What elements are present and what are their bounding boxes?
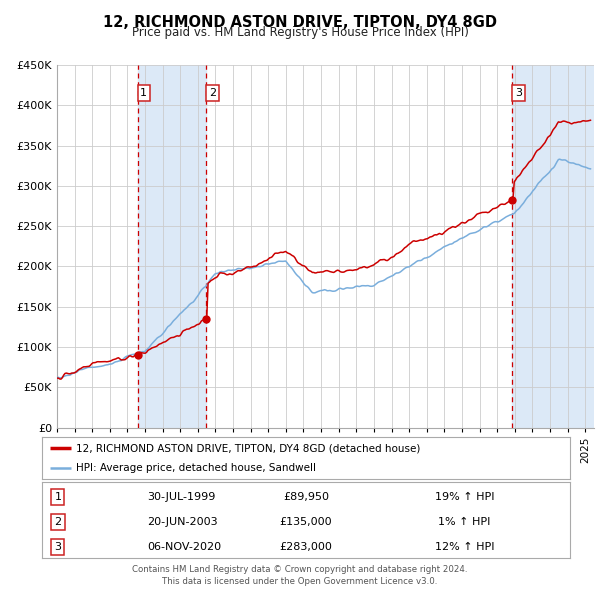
Text: 1: 1 bbox=[140, 88, 147, 98]
Bar bbox=[512, 65, 594, 428]
Text: Price paid vs. HM Land Registry's House Price Index (HPI): Price paid vs. HM Land Registry's House … bbox=[131, 26, 469, 39]
Text: 1: 1 bbox=[55, 492, 61, 502]
Text: £89,950: £89,950 bbox=[283, 492, 329, 502]
Text: Contains HM Land Registry data © Crown copyright and database right 2024.: Contains HM Land Registry data © Crown c… bbox=[132, 565, 468, 574]
Text: 1% ↑ HPI: 1% ↑ HPI bbox=[438, 517, 491, 527]
Text: £283,000: £283,000 bbox=[280, 542, 332, 552]
Bar bbox=[137, 65, 206, 428]
Text: 3: 3 bbox=[515, 88, 522, 98]
Text: 3: 3 bbox=[55, 542, 61, 552]
Text: HPI: Average price, detached house, Sandwell: HPI: Average price, detached house, Sand… bbox=[76, 463, 316, 473]
Text: £135,000: £135,000 bbox=[280, 517, 332, 527]
Text: This data is licensed under the Open Government Licence v3.0.: This data is licensed under the Open Gov… bbox=[163, 577, 437, 586]
Text: 12% ↑ HPI: 12% ↑ HPI bbox=[434, 542, 494, 552]
Text: 12, RICHMOND ASTON DRIVE, TIPTON, DY4 8GD (detached house): 12, RICHMOND ASTON DRIVE, TIPTON, DY4 8G… bbox=[76, 443, 421, 453]
Text: 2: 2 bbox=[209, 88, 216, 98]
Text: 30-JUL-1999: 30-JUL-1999 bbox=[148, 492, 216, 502]
Text: 06-NOV-2020: 06-NOV-2020 bbox=[148, 542, 222, 552]
Text: 12, RICHMOND ASTON DRIVE, TIPTON, DY4 8GD: 12, RICHMOND ASTON DRIVE, TIPTON, DY4 8G… bbox=[103, 15, 497, 30]
Text: 2: 2 bbox=[54, 517, 61, 527]
Text: 19% ↑ HPI: 19% ↑ HPI bbox=[434, 492, 494, 502]
Text: 20-JUN-2003: 20-JUN-2003 bbox=[148, 517, 218, 527]
